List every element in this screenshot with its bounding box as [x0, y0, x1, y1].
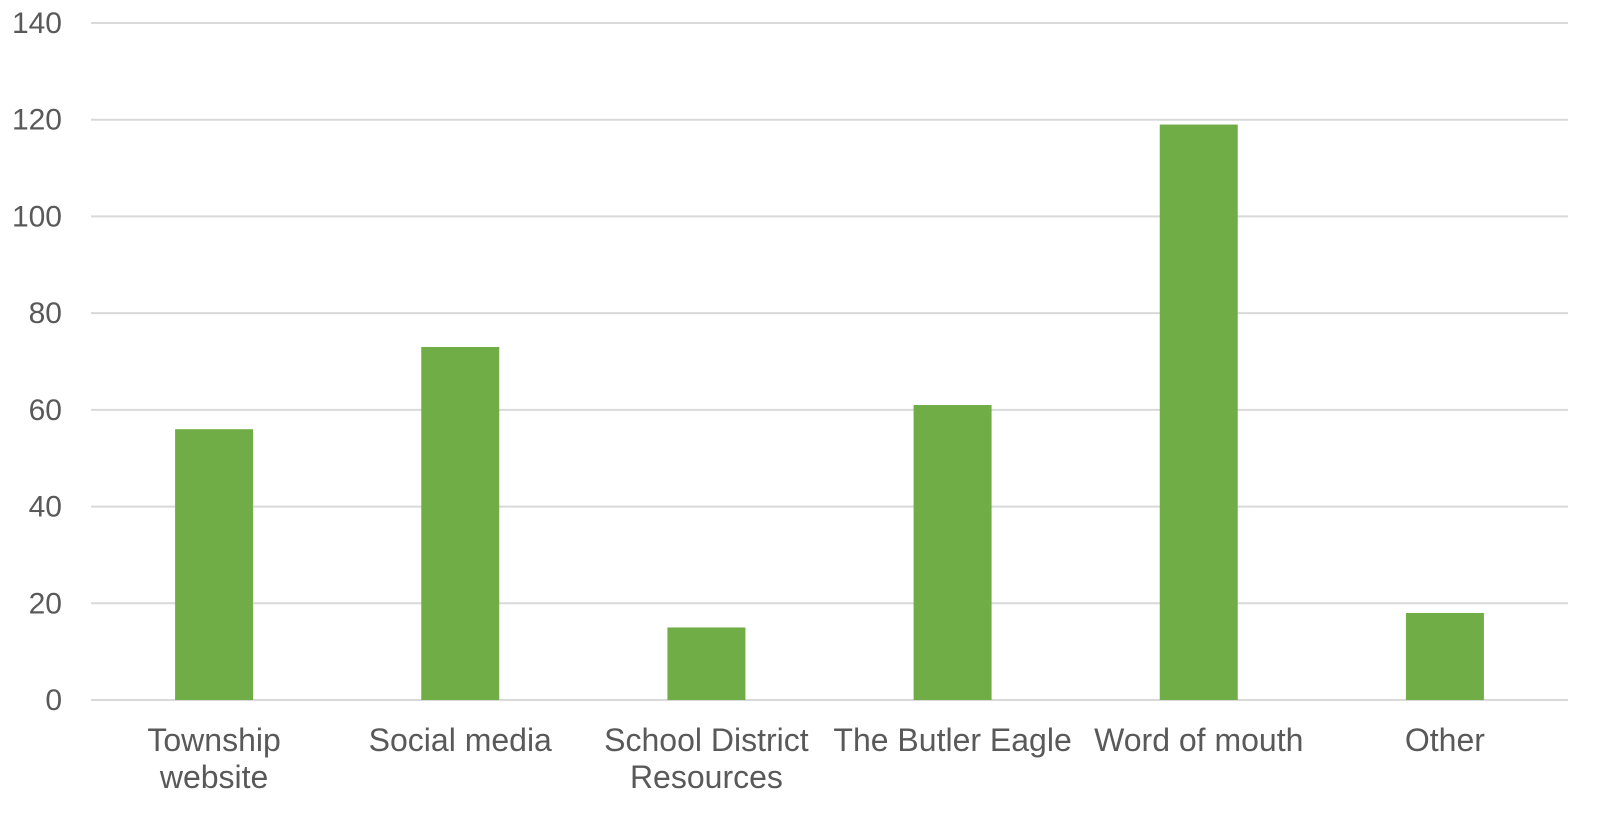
y-tick-label: 60 — [29, 394, 62, 427]
x-category-label-line: Word of mouth — [1094, 722, 1303, 758]
x-category-label-line: The Butler Eagle — [833, 722, 1071, 758]
x-category-label: School District Resources — [604, 722, 809, 795]
bar-chart: 0 20 40 60 80 100 120 140 Township website Social… — [12, 7, 1568, 795]
y-tick-label: 40 — [29, 491, 62, 524]
x-category-label: Other — [1405, 722, 1485, 758]
x-category-label-line: Township — [147, 722, 280, 758]
bar — [175, 429, 254, 700]
bar — [667, 627, 746, 700]
y-tick-label: 120 — [12, 104, 62, 137]
bar — [913, 405, 992, 700]
x-axis-category-labels: Township website Social media School Distri… — [147, 722, 1485, 795]
x-category-label-line: website — [159, 759, 269, 795]
gridlines — [91, 22, 1568, 701]
x-category-label-line: Resources — [630, 759, 783, 795]
x-category-label-line: Other — [1405, 722, 1485, 758]
y-tick-label: 80 — [29, 297, 62, 330]
bar — [1159, 124, 1238, 701]
y-tick-label: 0 — [45, 684, 62, 717]
y-tick-label: 140 — [12, 7, 62, 40]
bar — [1405, 612, 1484, 700]
x-category-label: The Butler Eagle — [833, 722, 1071, 758]
y-axis-tick-labels: 0 20 40 60 80 100 120 140 — [12, 7, 62, 717]
bars — [175, 124, 1484, 701]
x-category-label: Social media — [369, 722, 552, 758]
x-category-label: Township website — [147, 722, 280, 795]
bar — [421, 346, 500, 700]
y-tick-label: 20 — [29, 587, 62, 620]
y-tick-label: 100 — [12, 200, 62, 233]
x-category-label-line: School District — [604, 722, 809, 758]
x-category-label-line: Social media — [369, 722, 552, 758]
x-category-label: Word of mouth — [1094, 722, 1303, 758]
